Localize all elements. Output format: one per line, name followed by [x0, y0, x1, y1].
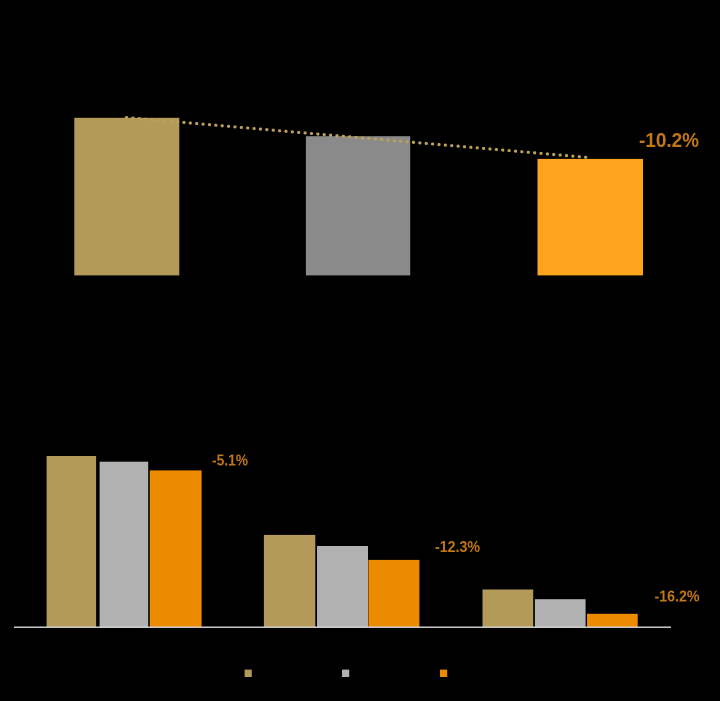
svg-text:-10.2%: -10.2%	[639, 130, 699, 152]
svg-text:-12.3%: -12.3%	[435, 539, 480, 556]
svg-text:-16.2%: -16.2%	[655, 589, 700, 606]
svg-text:-5.1%: -5.1%	[212, 453, 248, 470]
